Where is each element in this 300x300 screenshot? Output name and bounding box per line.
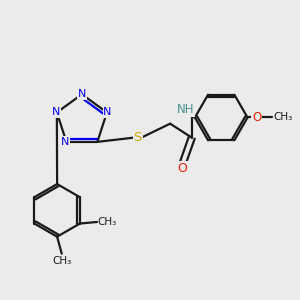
- Text: N: N: [78, 89, 86, 99]
- Text: CH₃: CH₃: [98, 217, 117, 227]
- Text: CH₃: CH₃: [52, 256, 71, 266]
- Text: N: N: [52, 107, 60, 118]
- Text: NH: NH: [177, 103, 194, 116]
- Text: O: O: [252, 111, 261, 124]
- Text: N: N: [61, 137, 69, 147]
- Text: N: N: [103, 107, 112, 118]
- Text: O: O: [178, 162, 188, 175]
- Text: CH₃: CH₃: [273, 112, 292, 122]
- Text: S: S: [134, 131, 142, 144]
